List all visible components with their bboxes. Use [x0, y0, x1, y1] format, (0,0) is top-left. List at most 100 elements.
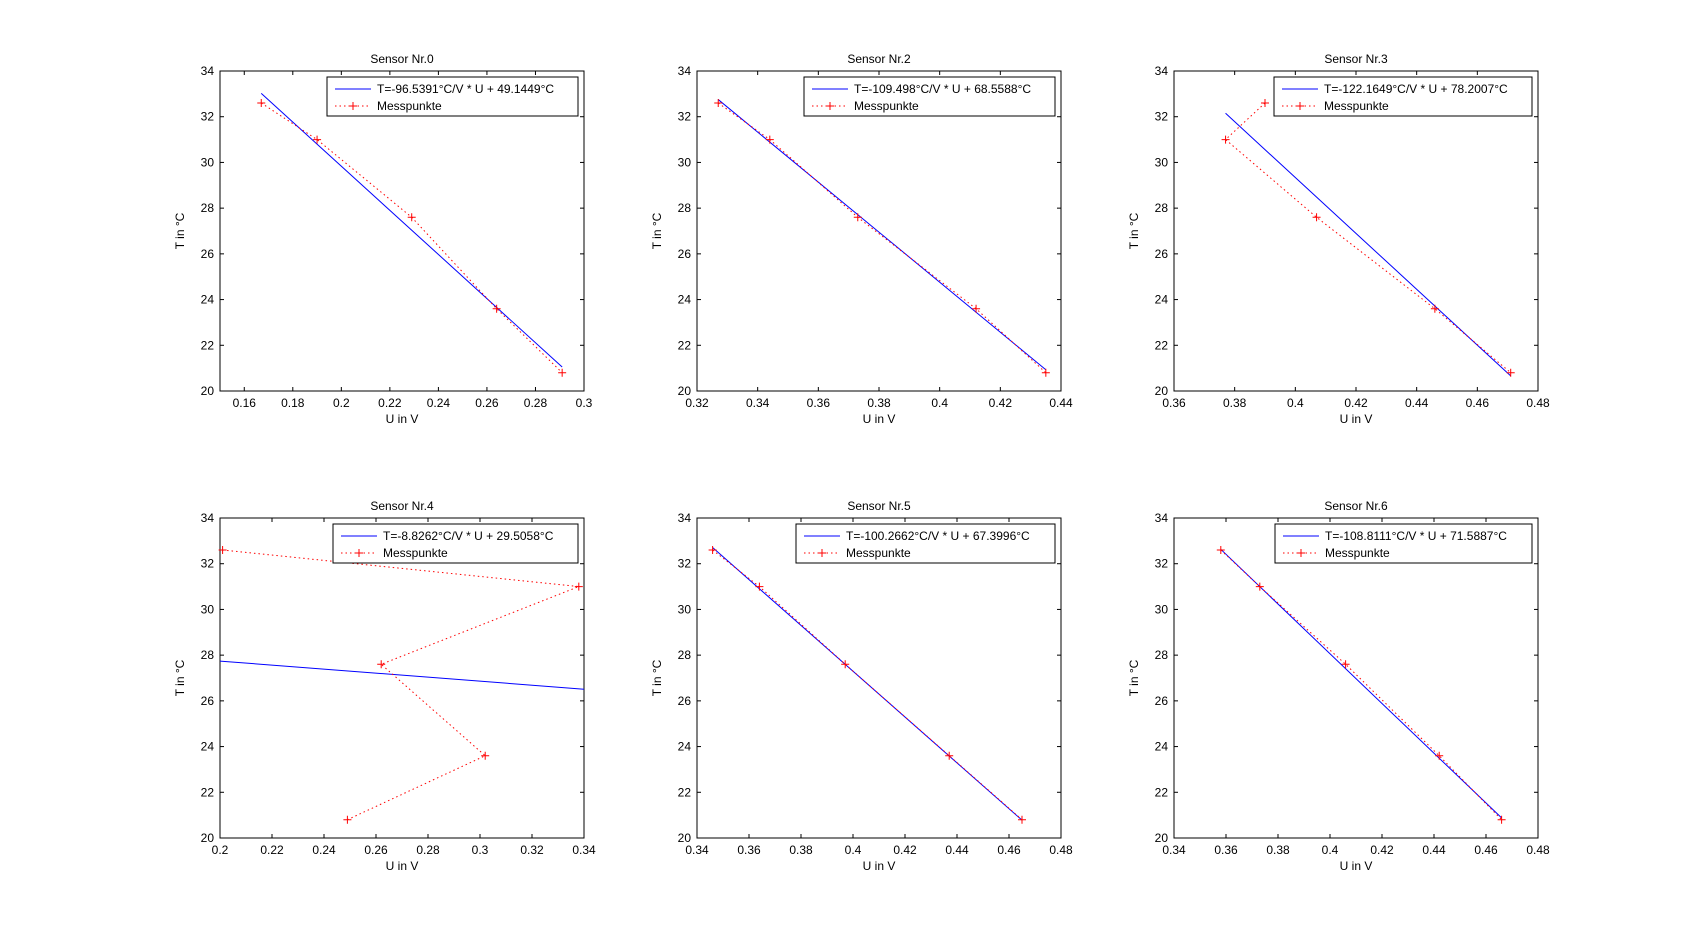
data-point-marker: [1430, 304, 1439, 313]
x-tick-label: 0.3: [576, 396, 593, 410]
legend-fit-label: T=-96.5391°C/V * U + 49.1449°C: [377, 82, 554, 96]
y-tick-label: 34: [1155, 64, 1169, 78]
legend-measure-marker: [826, 102, 834, 110]
data-point-marker: [218, 546, 227, 554]
x-tick-label: 0.18: [281, 396, 305, 410]
legend-measure-marker: [1296, 102, 1304, 110]
x-tick-label: 0.36: [1214, 843, 1238, 857]
legend-measure-marker: [1297, 549, 1305, 557]
data-point-marker: [1341, 660, 1350, 669]
x-tick-label: 0.4: [845, 843, 862, 857]
x-tick-label: 0.3: [472, 843, 489, 857]
legend-fit-label: T=-108.8111°C/V * U + 71.5887°C: [1325, 529, 1507, 543]
x-tick-label: 0.24: [427, 396, 451, 410]
y-tick-label: 32: [678, 557, 692, 571]
fit-line: [1225, 112, 1512, 377]
data-point-marker: [343, 815, 352, 824]
data-point-marker: [972, 304, 981, 313]
legend: T=-100.2662°C/V * U + 67.3996°C Messpunkt…: [795, 523, 1056, 564]
y-tick-label: 30: [1155, 602, 1169, 616]
y-tick-label: 24: [1155, 293, 1169, 307]
legend-measure-marker: [349, 102, 357, 110]
chart-title: Sensor Nr.3: [1324, 52, 1388, 66]
y-tick-label: 34: [201, 64, 215, 78]
x-tick-label: 0.36: [737, 843, 761, 857]
x-tick-label: 0.46: [1466, 396, 1490, 410]
data-point-marker: [1216, 546, 1225, 554]
x-tick-label: 0.4: [1287, 396, 1304, 410]
subplot-5: 0.34 0.36 0.38 0.4 0.42 0.44 0.46 0.48 20 22 24 26 2…: [1127, 499, 1550, 873]
legend-fit-label: T=-122.1649°C/V * U + 78.2007°C: [1324, 82, 1508, 96]
legend: T=-109.498°C/V * U + 68.5588°C Messpunkte: [803, 76, 1056, 117]
y-tick-label: 22: [678, 785, 692, 799]
x-tick-label: 0.32: [685, 396, 709, 410]
data-point-marker: [1435, 751, 1444, 760]
legend-measure-label: Messpunkte: [377, 99, 442, 113]
axes-frame: [219, 70, 585, 392]
measurement-line: [222, 549, 579, 821]
fit-line: [260, 93, 563, 368]
y-tick-label: 28: [201, 648, 215, 662]
data-point-marker: [1506, 368, 1515, 377]
x-tick-label: 0.44: [945, 843, 969, 857]
y-tick-label: 20: [201, 384, 215, 398]
legend-fit-label: T=-8.8262°C/V * U + 29.5058°C: [383, 529, 554, 543]
y-tick-label: 26: [201, 247, 215, 261]
data-point-marker: [1312, 213, 1321, 222]
x-tick-label: 0.46: [997, 843, 1021, 857]
subplot-0: 0.16 0.18 0.2 0.22 0.24 0.26 0.28 0.3 20 22 24 26 28…: [173, 52, 593, 426]
x-tick-label: 0.44: [1422, 843, 1446, 857]
data-point-marker: [853, 213, 862, 222]
y-tick-label: 20: [1155, 384, 1169, 398]
x-axis-label: U in V: [386, 412, 419, 426]
y-tick-label: 28: [1155, 648, 1169, 662]
x-tick-label: 0.2: [333, 396, 350, 410]
data-point-marker: [481, 751, 490, 760]
x-tick-label: 0.38: [789, 843, 813, 857]
y-tick-label: 20: [1155, 831, 1169, 845]
y-tick-label: 32: [201, 110, 215, 124]
x-tick-label: 0.24: [312, 843, 336, 857]
x-axis-label: U in V: [1340, 412, 1373, 426]
x-tick-label: 0.44: [1049, 396, 1073, 410]
y-tick-label: 24: [201, 740, 215, 754]
legend-box: [795, 523, 1056, 564]
x-tick-label: 0.36: [1162, 396, 1186, 410]
data-point-marker: [765, 135, 774, 144]
y-tick-label: 22: [1155, 785, 1169, 799]
x-tick-label: 0.34: [1162, 843, 1186, 857]
x-tick-label: 0.22: [378, 396, 402, 410]
data-point-marker: [945, 751, 954, 760]
x-tick-label: 0.34: [572, 843, 596, 857]
y-tick-label: 30: [678, 155, 692, 169]
x-tick-label: 0.48: [1526, 396, 1550, 410]
x-tick-label: 0.42: [893, 843, 917, 857]
legend-measure-label: Messpunkte: [1324, 99, 1389, 113]
y-tick-label: 32: [678, 110, 692, 124]
x-tick-label: 0.48: [1526, 843, 1550, 857]
y-tick-label: 26: [1155, 694, 1169, 708]
x-tick-label: 0.48: [1049, 843, 1073, 857]
data-point-marker: [377, 660, 386, 669]
data-point-marker: [714, 99, 723, 107]
x-tick-label: 0.42: [989, 396, 1013, 410]
y-tick-label: 28: [678, 201, 692, 215]
data-point-marker: [313, 135, 322, 144]
data-point-marker: [492, 304, 501, 313]
chart-title: Sensor Nr.2: [847, 52, 911, 66]
legend-measure-label: Messpunkte: [854, 99, 919, 113]
y-tick-label: 24: [1155, 740, 1169, 754]
x-tick-label: 0.16: [233, 396, 257, 410]
legend-box: [803, 76, 1056, 117]
y-tick-label: 24: [678, 740, 692, 754]
y-axis-label: T in °C: [650, 212, 664, 249]
subplot-4: 0.34 0.36 0.38 0.4 0.42 0.44 0.46 0.48 20 22 24 26 2…: [650, 499, 1073, 873]
x-axis-label: U in V: [863, 859, 896, 873]
legend: T=-108.8111°C/V * U + 71.5887°C Messpunkt…: [1274, 523, 1533, 564]
data-point-marker: [1221, 135, 1230, 144]
data-point-marker: [1041, 368, 1050, 377]
y-tick-label: 20: [678, 384, 692, 398]
legend-fit-label: T=-109.498°C/V * U + 68.5588°C: [854, 82, 1031, 96]
x-tick-label: 0.22: [260, 843, 284, 857]
